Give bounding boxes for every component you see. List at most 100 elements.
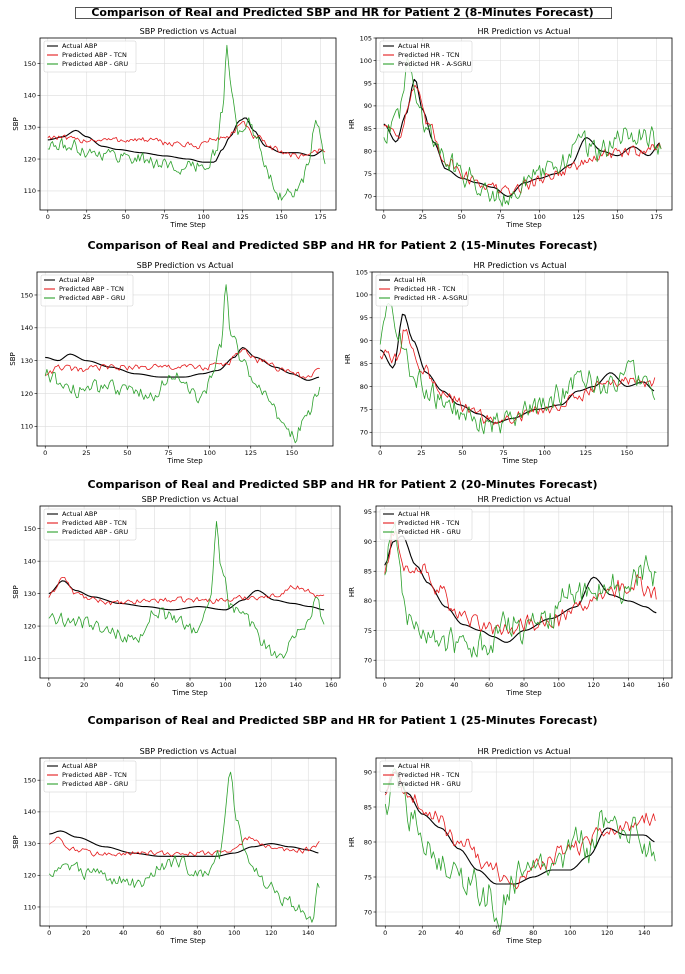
chart-svg: HR Prediction vs Actual 0 25 50 75 100 125 150 7… <box>344 261 669 465</box>
legend-entry: Predicted HR - A-SGRU <box>398 60 472 68</box>
chart-title: HR Prediction vs Actual <box>478 747 571 756</box>
y-tick-label: 120 <box>24 622 36 630</box>
legend-entry: Predicted HR - GRU <box>398 780 461 788</box>
series-line-1 <box>45 348 320 379</box>
chart-svg: HR Prediction vs Actual 0 20 40 60 80 100 120 14… <box>348 495 673 697</box>
x-tick-label: 0 <box>46 213 50 221</box>
x-tick-label: 160 <box>657 681 669 689</box>
series-line-0 <box>384 535 657 643</box>
y-axis-label: HR <box>348 587 356 597</box>
x-tick-label: 0 <box>378 449 382 457</box>
y-tick-label: 70 <box>360 429 368 437</box>
x-tick-label: 175 <box>314 213 326 221</box>
y-tick-label: 110 <box>21 423 33 431</box>
legend-entry: Actual HR <box>398 762 430 770</box>
chart-title: SBP Prediction vs Actual <box>142 495 239 504</box>
section-title-25min: Comparison of Real and Predicted SBP and… <box>87 714 598 727</box>
y-axis-label: SBP <box>12 585 20 598</box>
x-tick-label: 175 <box>650 213 662 221</box>
chart-svg: SBP Prediction vs Actual 0 20 40 60 80 100 120 1… <box>12 747 337 945</box>
x-tick-label: 140 <box>622 681 634 689</box>
series-line-1 <box>48 577 325 606</box>
series-line-2 <box>48 521 325 659</box>
x-tick-label: 75 <box>496 213 504 221</box>
legend-entry: Actual ABP <box>62 510 97 518</box>
x-tick-label: 60 <box>485 681 493 689</box>
y-tick-label: 70 <box>364 657 372 665</box>
x-tick-label: 40 <box>455 929 463 937</box>
chart-svg: HR Prediction vs Actual 0 20 40 60 80 100 120 14… <box>348 747 673 945</box>
series-line-2 <box>384 768 656 932</box>
chart-sbp-20min: SBP Prediction vs Actual 0 20 40 60 80 100 120 1… <box>8 494 346 700</box>
legend <box>375 274 469 307</box>
x-tick-label: 75 <box>164 449 172 457</box>
x-tick-label: 50 <box>458 213 466 221</box>
series-line-1 <box>49 836 320 857</box>
y-tick-label: 150 <box>24 776 36 784</box>
y-tick-label: 120 <box>24 155 36 163</box>
x-axis-label: Time Step <box>169 937 206 945</box>
x-tick-label: 40 <box>115 681 123 689</box>
y-tick-label: 75 <box>364 627 372 635</box>
y-tick-label: 100 <box>356 291 368 299</box>
chart-title: SBP Prediction vs Actual <box>137 261 234 270</box>
y-tick-label: 150 <box>24 60 36 68</box>
series-line-2 <box>383 56 662 207</box>
x-tick-label: 80 <box>520 681 528 689</box>
y-tick-label: 130 <box>24 123 36 131</box>
x-tick-label: 25 <box>419 213 427 221</box>
y-tick-label: 90 <box>364 538 372 546</box>
y-tick-label: 90 <box>364 102 372 110</box>
x-tick-label: 40 <box>450 681 458 689</box>
x-tick-label: 60 <box>492 929 500 937</box>
y-axis-label: HR <box>348 119 356 129</box>
y-tick-label: 75 <box>360 406 368 414</box>
series-line-0 <box>384 772 655 885</box>
legend-entry: Predicted ABP - GRU <box>62 780 128 788</box>
x-tick-label: 80 <box>193 929 201 937</box>
y-tick-label: 80 <box>364 838 372 846</box>
y-tick-label: 140 <box>24 808 36 816</box>
legend-entry: Predicted HR - A-SGRU <box>394 294 468 302</box>
chart-svg: HR Prediction vs Actual 0 25 50 75 100 125 150 1… <box>348 27 673 229</box>
x-tick-label: 100 <box>553 681 565 689</box>
y-tick-label: 75 <box>364 873 372 881</box>
x-axis-label: Time Step <box>505 221 542 229</box>
series-line-1 <box>379 329 656 426</box>
y-axis-label: SBP <box>12 117 20 130</box>
x-tick-label: 75 <box>499 449 507 457</box>
legend-entry: Predicted ABP - GRU <box>59 294 125 302</box>
x-tick-label: 120 <box>254 681 266 689</box>
y-tick-label: 105 <box>356 268 368 276</box>
y-tick-label: 110 <box>24 655 36 663</box>
x-tick-label: 160 <box>325 681 337 689</box>
legend-entry: Predicted HR - TCN <box>398 519 460 527</box>
series-line-2 <box>384 521 657 658</box>
series-line-0 <box>48 580 325 611</box>
y-tick-label: 105 <box>360 34 372 42</box>
y-tick-label: 85 <box>360 360 368 368</box>
y-tick-label: 140 <box>21 324 33 332</box>
x-tick-label: 25 <box>417 449 425 457</box>
y-tick-label: 130 <box>24 840 36 848</box>
legend <box>379 40 473 73</box>
x-tick-label: 0 <box>382 213 386 221</box>
chart-hr-25min: HR Prediction vs Actual 0 20 40 60 80 100 120 14… <box>344 746 678 948</box>
y-tick-label: 95 <box>364 508 372 516</box>
y-tick-label: 70 <box>364 193 372 201</box>
y-tick-label: 70 <box>364 908 372 916</box>
y-tick-label: 130 <box>24 590 36 598</box>
x-tick-label: 20 <box>82 929 90 937</box>
x-tick-label: 100 <box>533 213 545 221</box>
y-tick-label: 90 <box>364 768 372 776</box>
x-tick-label: 0 <box>383 929 387 937</box>
legend <box>43 40 137 73</box>
legend-entry: Actual HR <box>398 510 430 518</box>
legend-entry: Actual HR <box>394 276 426 284</box>
series-line-2 <box>379 303 656 435</box>
y-tick-label: 90 <box>360 337 368 345</box>
y-tick-label: 150 <box>24 525 36 533</box>
x-tick-label: 140 <box>290 681 302 689</box>
x-tick-label: 150 <box>611 213 623 221</box>
legend-entry: Predicted HR - TCN <box>394 285 456 293</box>
